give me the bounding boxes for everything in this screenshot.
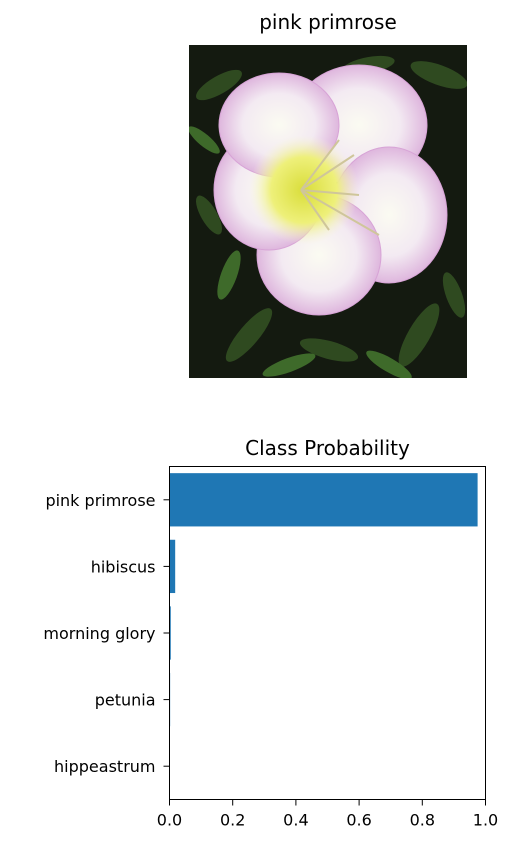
x-tick-label: 0.2 bbox=[220, 811, 245, 830]
x-tick-label: 0.0 bbox=[157, 811, 182, 830]
x-tick-label: 0.4 bbox=[283, 811, 308, 830]
flower-image bbox=[189, 45, 467, 378]
y-tick-label: morning glory bbox=[43, 624, 155, 643]
x-tick-label: 0.6 bbox=[346, 811, 371, 830]
bar-hibiscus bbox=[169, 539, 176, 594]
x-tick-label: 1.0 bbox=[473, 811, 498, 830]
y-tick-label: hibiscus bbox=[91, 557, 156, 576]
y-tick-label: petunia bbox=[95, 691, 156, 710]
image-title: pink primrose bbox=[259, 10, 397, 34]
bar-pink-primrose bbox=[169, 473, 478, 527]
y-tick-label: pink primrose bbox=[45, 491, 155, 510]
bar-morning-glory bbox=[169, 606, 171, 660]
x-tick-label: 0.8 bbox=[410, 811, 435, 830]
chart-title: Class Probability bbox=[245, 436, 410, 460]
y-tick-label: hippeastrum bbox=[54, 757, 155, 776]
